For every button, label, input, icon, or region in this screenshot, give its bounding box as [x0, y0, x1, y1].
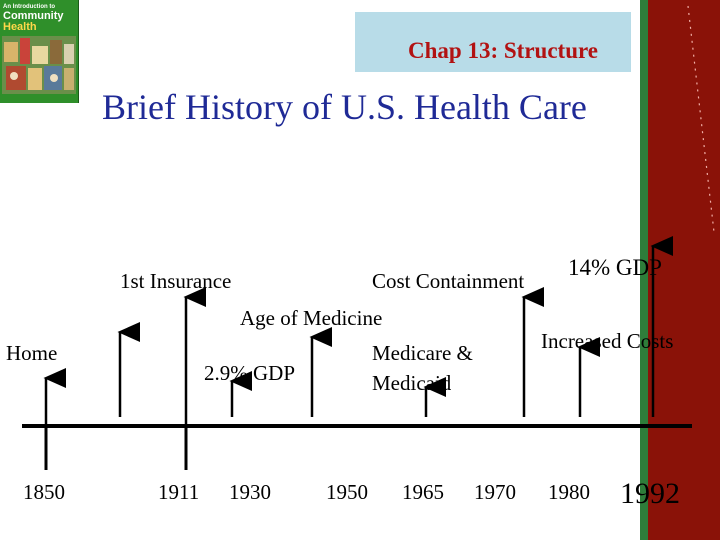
year-1970: 1970	[474, 480, 516, 504]
label-medicare-line1: Medicare &	[372, 341, 473, 365]
year-1965: 1965	[402, 480, 444, 504]
chapter-banner: Chap 13: Structure	[355, 12, 631, 72]
decorative-dotted-line	[687, 5, 715, 233]
book-cover-logo: An Introduction to Community Health	[0, 0, 79, 103]
label-age-of-medicine: Age of Medicine	[240, 306, 383, 330]
slide-title: Brief History of U.S. Health Care	[102, 87, 587, 127]
book-title-community: Community	[3, 10, 64, 22]
book-title-health: Health	[3, 21, 37, 33]
chapter-title: Chap 13: Structure	[408, 38, 598, 63]
label-medicare-line2: Medicaid	[372, 371, 452, 395]
book-subtitle: An Introduction to	[3, 4, 55, 10]
year-1911: 1911	[158, 480, 200, 504]
label-14-gdp: 14% GDP	[568, 255, 662, 280]
year-1950: 1950	[326, 480, 368, 504]
label-2-9-gdp: 2.9% GDP	[204, 361, 296, 385]
book-cover-illustration	[2, 36, 76, 94]
timeline-axis	[22, 424, 692, 428]
year-1992: 1992	[620, 477, 680, 510]
year-1980: 1980	[548, 480, 590, 504]
label-first-insurance: 1st Insurance	[120, 269, 232, 293]
decorative-red-strip	[648, 0, 720, 540]
year-1850: 1850	[23, 480, 65, 504]
label-increased-costs: Increased Costs	[541, 329, 674, 353]
label-cost-containment: Cost Containment	[372, 269, 525, 293]
label-home: Home	[6, 341, 58, 365]
year-1930: 1930	[229, 480, 271, 504]
